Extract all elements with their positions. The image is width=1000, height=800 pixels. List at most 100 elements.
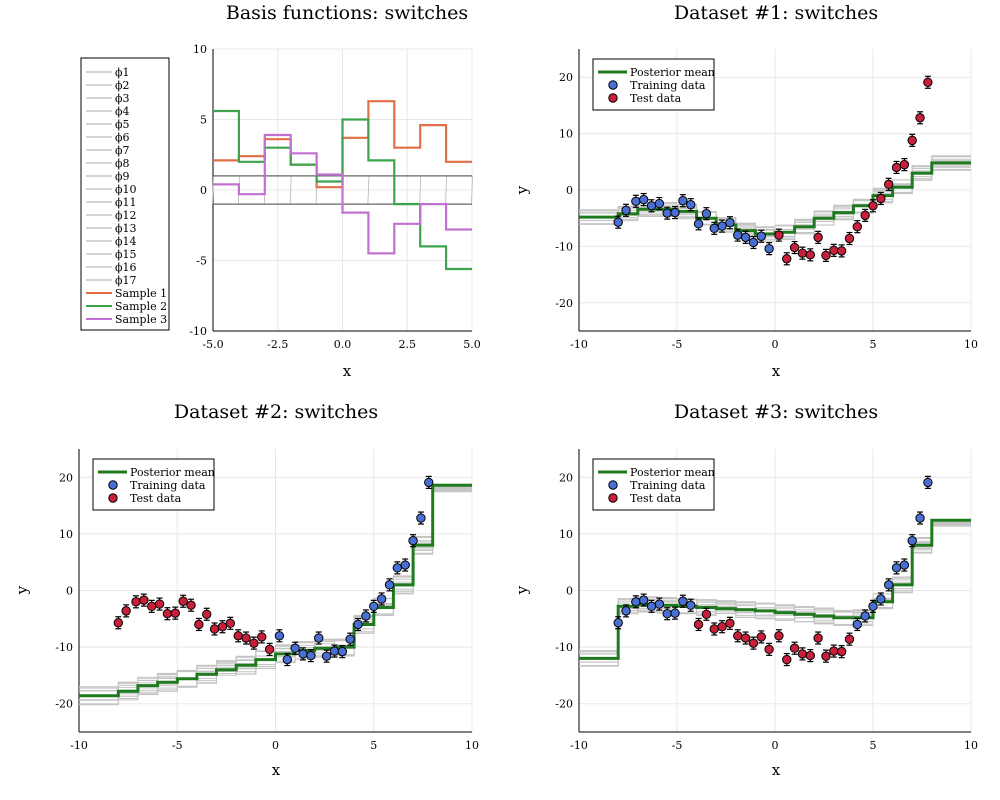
p2-test-point bbox=[805, 248, 815, 262]
p3-test-marker bbox=[194, 619, 204, 630]
p2-xtick-label: 0 bbox=[772, 338, 779, 351]
p1-basis-ramp bbox=[471, 175, 473, 205]
p2-ytick-label: -10 bbox=[555, 240, 573, 253]
p2-training-point bbox=[613, 215, 623, 229]
p3-training-point bbox=[361, 609, 371, 623]
p2-training-point bbox=[678, 194, 688, 208]
p2-legend-training-swatch bbox=[608, 80, 618, 90]
p2-training-marker bbox=[613, 217, 623, 227]
p4-test-point bbox=[805, 648, 815, 663]
p1-legend-sample-label: Sample 1 bbox=[115, 287, 167, 300]
p1-legend-basis-label: ϕ6 bbox=[115, 131, 130, 144]
p2-test-marker bbox=[774, 230, 784, 240]
p2-training-point bbox=[631, 194, 641, 208]
p4-plot bbox=[579, 475, 971, 667]
p3-xtick-label: 0 bbox=[272, 739, 279, 752]
p4-training-marker bbox=[670, 608, 680, 618]
p1-basis-ramp bbox=[419, 175, 422, 205]
p3-training-marker bbox=[361, 611, 371, 621]
p3-plot bbox=[79, 475, 472, 706]
p2-training-marker bbox=[740, 232, 751, 243]
p2-training-point bbox=[693, 217, 704, 231]
p2-training-marker bbox=[693, 219, 704, 229]
p2-xtick-label: -10 bbox=[570, 338, 588, 351]
p4-training-marker bbox=[654, 599, 665, 609]
p2-test-marker bbox=[868, 201, 878, 211]
p4-training-marker bbox=[868, 601, 878, 612]
p4-test-point bbox=[733, 629, 743, 643]
p1-legend-frame bbox=[80, 57, 170, 331]
p2-test-marker bbox=[852, 221, 863, 232]
p2-ytick-label: 0 bbox=[566, 184, 573, 197]
p4-test-point bbox=[774, 629, 784, 643]
p2-test-marker bbox=[782, 254, 792, 264]
p3-test-marker bbox=[217, 622, 228, 632]
panel-4-ylabel: y bbox=[513, 585, 531, 595]
p3-training-point bbox=[400, 558, 410, 572]
p2-test-point bbox=[844, 231, 855, 246]
panel-1-xlabel: x bbox=[343, 362, 352, 380]
p2-test-point bbox=[876, 191, 886, 206]
p3-test-point bbox=[233, 629, 243, 643]
p3-training-point bbox=[298, 647, 308, 661]
p4-test-marker bbox=[717, 622, 727, 632]
p4-test-point bbox=[693, 617, 704, 632]
p4-test-marker bbox=[725, 618, 735, 629]
p3-legend-mean-label: Posterior mean bbox=[130, 466, 215, 479]
p2-test-point bbox=[899, 158, 910, 172]
p2-test-point bbox=[907, 133, 917, 147]
p4-ytick-label: -10 bbox=[555, 641, 573, 654]
p3-test-marker bbox=[264, 644, 275, 655]
p1-legend-basis-label: ϕ13 bbox=[115, 222, 137, 235]
p2-test-point bbox=[883, 177, 894, 191]
p4-test-marker bbox=[733, 631, 743, 641]
p3-training-point bbox=[321, 649, 332, 663]
p4-training-point bbox=[852, 617, 863, 632]
p1-basis-group bbox=[212, 100, 473, 271]
p2-test-marker bbox=[805, 250, 815, 260]
p1-legend-basis-label: ϕ1 bbox=[115, 66, 130, 79]
p4-test-marker bbox=[844, 634, 855, 644]
p1-xtick-label: -2.5 bbox=[267, 338, 288, 351]
p4-training-point bbox=[907, 534, 917, 548]
p2-test-marker bbox=[915, 113, 925, 123]
p3-test-point bbox=[249, 636, 259, 650]
p2-test-marker bbox=[829, 245, 839, 256]
p4-training-point bbox=[670, 606, 680, 620]
p4-xtick-label: 0 bbox=[772, 739, 779, 752]
p1-ytick-label: -10 bbox=[189, 325, 207, 338]
p3-training-marker bbox=[345, 634, 355, 644]
p2-training-marker bbox=[756, 231, 766, 241]
p4-training-point bbox=[621, 604, 631, 618]
panel-3-xlabel: x bbox=[272, 761, 281, 779]
p3-test-point bbox=[139, 593, 149, 607]
p3-test-point bbox=[113, 616, 124, 630]
p4-test-marker bbox=[813, 633, 823, 643]
p3-test-point bbox=[257, 630, 267, 644]
p3-test-point bbox=[131, 595, 141, 609]
p4-training-marker bbox=[631, 597, 641, 607]
p2-test-marker bbox=[797, 248, 808, 258]
p3-training-marker bbox=[329, 646, 340, 656]
panel-2-title: Dataset #1: switches bbox=[674, 2, 878, 24]
panel-3-title: Dataset #2: switches bbox=[174, 401, 378, 423]
p4-test-marker bbox=[789, 643, 800, 653]
p4-test-point bbox=[717, 620, 727, 634]
p3-training-marker bbox=[353, 619, 363, 630]
p2-training-point bbox=[756, 229, 766, 243]
p1-ytick-label: 5 bbox=[200, 114, 207, 127]
p1-legend-basis-label: ϕ8 bbox=[115, 157, 130, 170]
p2-ytick-label: -20 bbox=[555, 297, 573, 310]
p4-training-marker bbox=[638, 595, 649, 605]
p4-training-marker bbox=[686, 600, 696, 610]
panel-2-ylabel: y bbox=[513, 185, 531, 195]
p4-training-marker bbox=[662, 609, 672, 619]
p3-legend-test-swatch bbox=[108, 493, 118, 503]
p3-training-point bbox=[290, 641, 300, 655]
p2-xtick-label: 10 bbox=[964, 338, 978, 351]
p4-training-point bbox=[891, 561, 902, 575]
p1-legend-basis-label: ϕ15 bbox=[115, 248, 137, 261]
p4-xtick-label: 10 bbox=[964, 739, 978, 752]
